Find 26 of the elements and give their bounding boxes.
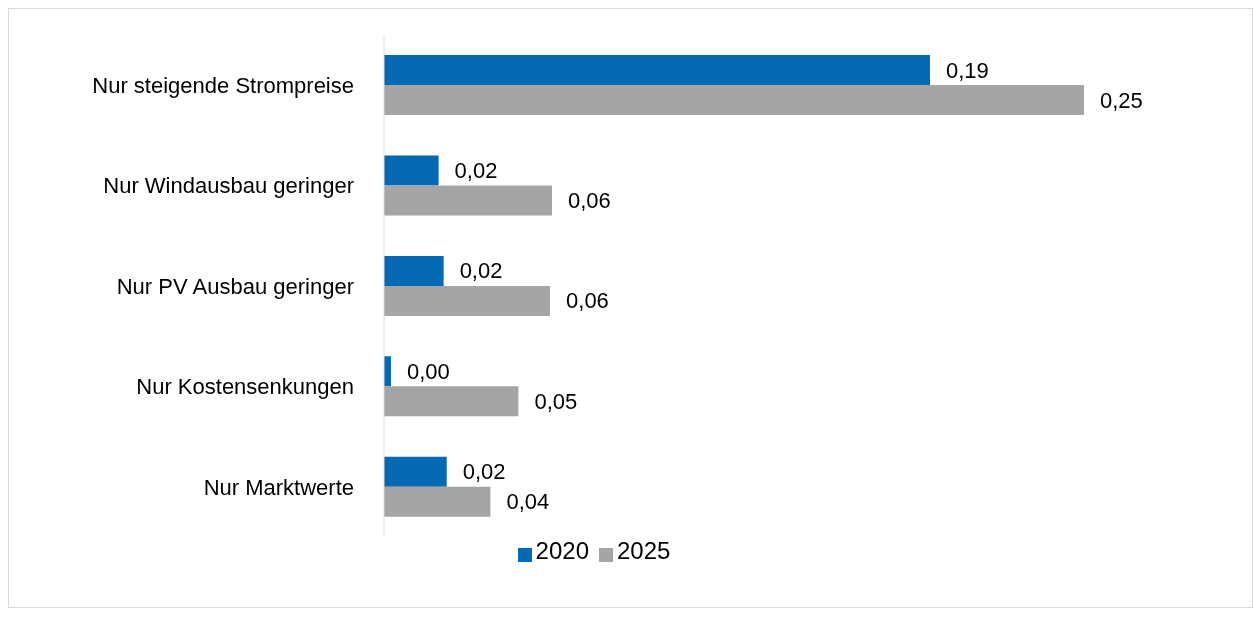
data-label: 0,02 [459, 258, 503, 284]
data-label: 0,02 [454, 157, 498, 183]
data-label: 0,19 [946, 57, 989, 83]
y-tick-label: Nur PV Ausbau geringer [116, 273, 354, 299]
data-label: 0,04 [506, 489, 550, 515]
y-tick-label: Nur Kostensenkungen [136, 374, 354, 400]
data-label: 0,25 [1100, 87, 1143, 113]
bar [384, 486, 491, 517]
bar [384, 255, 444, 286]
bar [384, 386, 519, 417]
data-label: 0,05 [534, 388, 578, 414]
bar [384, 285, 551, 316]
bar [384, 155, 439, 186]
data-label: 0,02 [462, 459, 506, 485]
y-tick-label: Nur Windausbau geringer [103, 173, 354, 199]
bar [384, 185, 552, 216]
y-tick-label: Nur Marktwerte [203, 474, 354, 500]
bar [384, 456, 447, 487]
legend-label: 2020 [535, 537, 589, 564]
legend-label: 2025 [617, 537, 671, 564]
data-label: 0,06 [566, 288, 609, 314]
bar [384, 85, 1084, 116]
data-label: 0,06 [568, 187, 611, 213]
data-label: 0,00 [407, 358, 450, 384]
y-tick-label: Nur steigende Strompreise [92, 73, 354, 99]
bar [384, 55, 930, 86]
